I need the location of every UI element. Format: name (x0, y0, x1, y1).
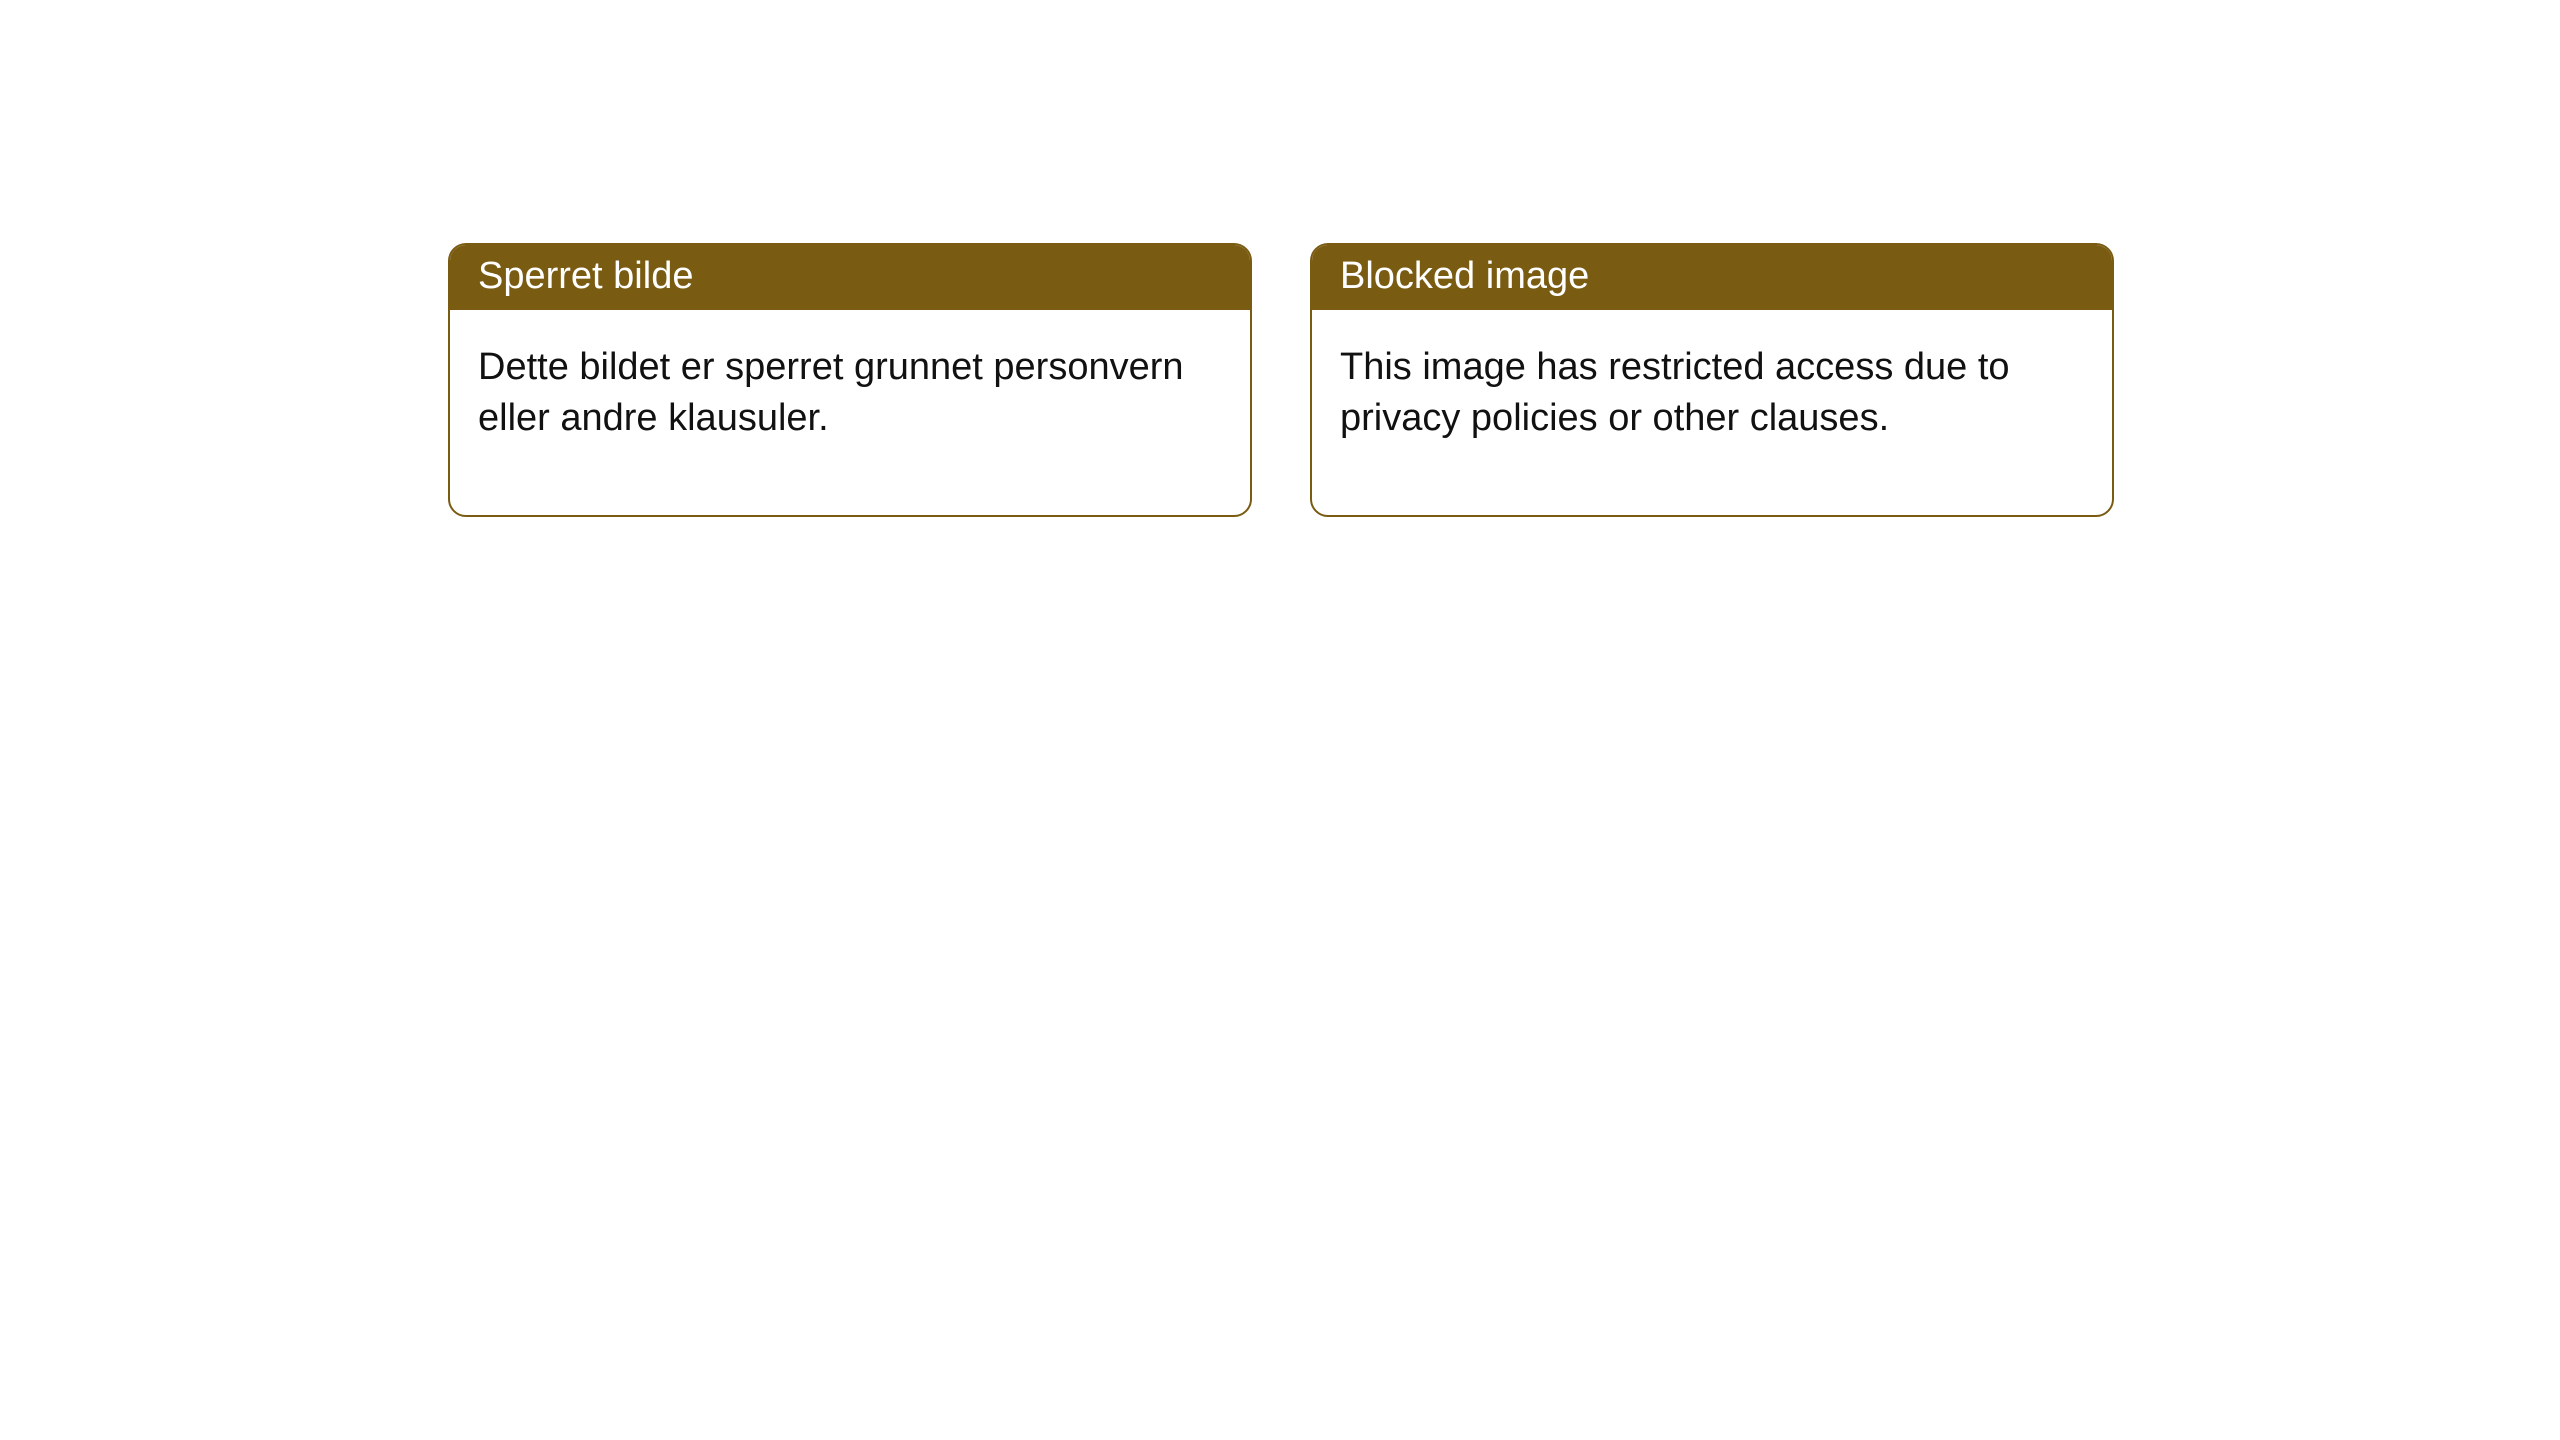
notice-body-text: This image has restricted access due to … (1312, 310, 2112, 515)
notice-card-norwegian: Sperret bilde Dette bildet er sperret gr… (448, 243, 1252, 517)
notice-title: Sperret bilde (450, 245, 1250, 310)
notice-body-text: Dette bildet er sperret grunnet personve… (450, 310, 1250, 515)
notice-title: Blocked image (1312, 245, 2112, 310)
notice-card-english: Blocked image This image has restricted … (1310, 243, 2114, 517)
notice-container: Sperret bilde Dette bildet er sperret gr… (0, 0, 2560, 517)
